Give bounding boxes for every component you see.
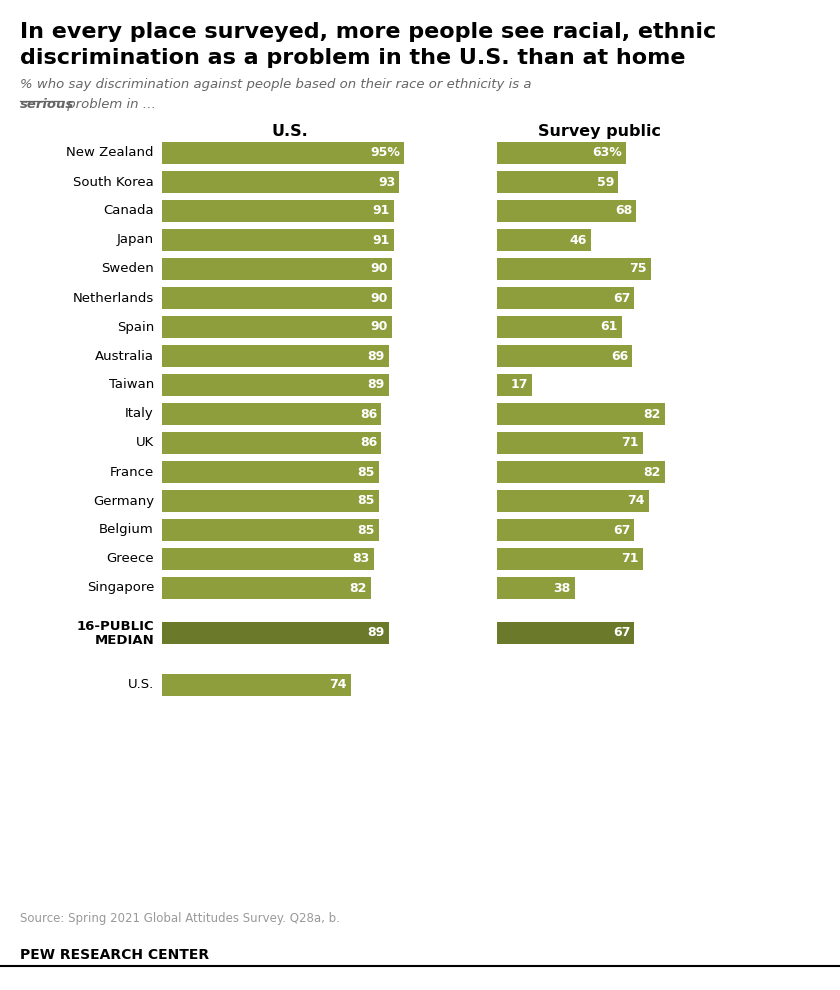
Bar [162,200,394,222]
Bar [497,548,643,570]
Text: MEDIAN: MEDIAN [94,634,154,646]
Text: 86: 86 [360,408,377,421]
Bar [497,287,634,309]
Bar [497,316,622,338]
Text: 59: 59 [596,175,614,188]
Bar [162,548,374,570]
Text: 63%: 63% [592,147,622,159]
Bar [162,674,351,696]
Bar [497,142,626,164]
Text: Australia: Australia [95,349,154,362]
Text: Source: Spring 2021 Global Attitudes Survey. Q28a, b.: Source: Spring 2021 Global Attitudes Sur… [20,912,340,925]
Text: 74: 74 [627,494,645,508]
Text: Canada: Canada [103,205,154,218]
Bar [162,432,381,454]
Bar [162,316,391,338]
Text: serious: serious [20,98,74,111]
Text: Belgium: Belgium [99,524,154,537]
Text: 91: 91 [373,234,390,247]
Text: U.S.: U.S. [271,124,308,139]
Text: 83: 83 [353,552,370,565]
Bar [162,622,389,644]
Bar [497,171,618,193]
Text: 82: 82 [349,581,367,595]
Text: 82: 82 [643,465,661,478]
Bar [162,577,371,599]
Bar [162,345,389,367]
Text: 68: 68 [615,205,633,218]
Bar [162,519,379,541]
Text: 93: 93 [378,175,395,188]
Bar [497,403,665,425]
Text: 85: 85 [357,494,375,508]
Text: Survey public: Survey public [538,124,661,139]
Bar [162,171,399,193]
Bar [162,374,389,396]
Text: In every place surveyed, more people see racial, ethnic: In every place surveyed, more people see… [20,22,717,42]
Text: Singapore: Singapore [87,581,154,595]
Bar [497,577,575,599]
Text: Japan: Japan [117,234,154,247]
Text: 67: 67 [613,291,630,305]
Text: Spain: Spain [117,321,154,334]
Text: New Zealand: New Zealand [66,147,154,159]
Text: % who say discrimination against people based on their race or ethnicity is a: % who say discrimination against people … [20,78,532,91]
Text: 61: 61 [601,321,618,334]
Bar [497,622,634,644]
Text: 74: 74 [329,678,347,691]
Bar [497,200,637,222]
Bar [497,432,643,454]
Text: 82: 82 [643,408,661,421]
Text: U.S.: U.S. [128,678,154,691]
Bar [162,142,404,164]
Text: 17: 17 [511,378,528,391]
Text: 90: 90 [370,291,387,305]
Text: 89: 89 [368,627,385,640]
Bar [497,345,633,367]
Bar [162,461,379,483]
Text: 90: 90 [370,262,387,275]
Text: Germany: Germany [93,494,154,508]
Bar [497,229,591,251]
Text: 89: 89 [368,378,385,391]
Bar [497,258,651,280]
Text: Italy: Italy [125,408,154,421]
Text: 46: 46 [570,234,587,247]
Text: 38: 38 [554,581,571,595]
Text: Sweden: Sweden [102,262,154,275]
Bar [497,461,665,483]
Text: PEW RESEARCH CENTER: PEW RESEARCH CENTER [20,948,209,962]
Text: 95%: 95% [370,147,400,159]
Text: 67: 67 [613,524,630,537]
Text: 90: 90 [370,321,387,334]
Text: Netherlands: Netherlands [73,291,154,305]
Text: South Korea: South Korea [73,175,154,188]
Text: 86: 86 [360,437,377,449]
Bar [497,374,532,396]
Text: 67: 67 [613,627,630,640]
Text: 16-PUBLIC: 16-PUBLIC [76,620,154,633]
Bar [162,403,381,425]
Text: 71: 71 [621,552,638,565]
Bar [162,258,391,280]
Text: 85: 85 [357,465,375,478]
Text: 85: 85 [357,524,375,537]
Text: UK: UK [136,437,154,449]
Text: 66: 66 [611,349,628,362]
Text: Greece: Greece [107,552,154,565]
Text: Taiwan: Taiwan [108,378,154,391]
Text: 89: 89 [368,349,385,362]
Text: problem in …: problem in … [63,98,156,111]
Bar [497,519,634,541]
Bar [162,229,394,251]
Text: France: France [110,465,154,478]
Bar [162,287,391,309]
Bar [497,490,648,512]
Text: 75: 75 [629,262,647,275]
Bar [162,490,379,512]
Text: 71: 71 [621,437,638,449]
Text: 91: 91 [373,205,390,218]
Text: discrimination as a problem in the U.S. than at home: discrimination as a problem in the U.S. … [20,48,685,68]
